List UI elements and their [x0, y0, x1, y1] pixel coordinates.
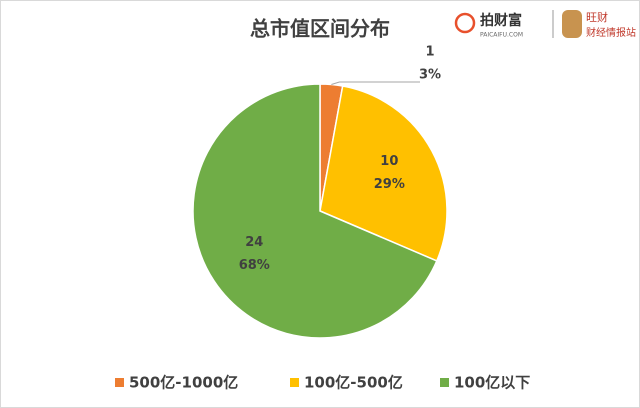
logo-partner: 旺财	[586, 10, 608, 24]
legend-swatch	[440, 378, 449, 387]
legend-label: 100亿以下	[454, 374, 530, 392]
logo-brand: 拍财富	[480, 12, 522, 29]
percent-label: 29%	[374, 177, 405, 192]
data-label: 1	[425, 45, 434, 60]
logo-icon	[454, 12, 476, 34]
leader-line	[331, 81, 420, 85]
chart-title: 总市值区间分布	[250, 17, 390, 41]
data-label: 24	[245, 235, 263, 250]
legend-label: 100亿-500亿	[304, 374, 403, 392]
logo-partner-sub: 财经情报站	[586, 26, 636, 39]
pie-slice	[192, 83, 438, 339]
percent-label: 68%	[239, 258, 270, 273]
logo-url: PAICAIFU.COM	[480, 32, 523, 39]
pie-slice	[319, 85, 448, 262]
percent-label: 3%	[419, 68, 441, 83]
legend-swatch	[115, 378, 124, 387]
legend-label: 500亿-1000亿	[129, 374, 238, 392]
logo-dog	[562, 10, 582, 38]
legend-swatch	[290, 378, 299, 387]
logo: 拍财富 PAICAIFU.COM 旺财 财经情报站	[454, 10, 636, 39]
data-label: 10	[380, 154, 398, 169]
